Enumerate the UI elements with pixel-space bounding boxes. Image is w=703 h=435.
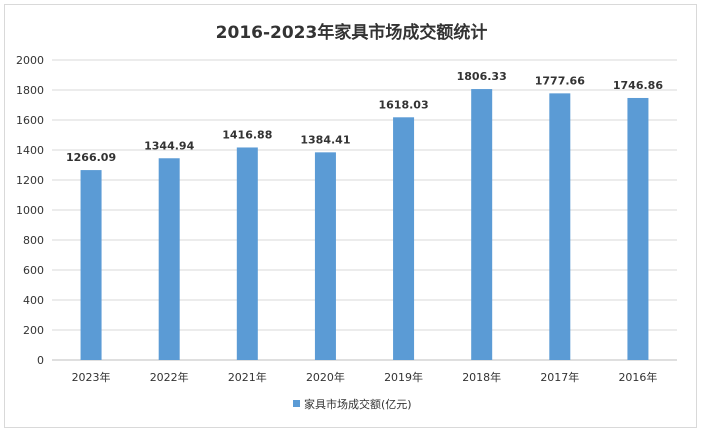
data-label: 1746.86 [613, 79, 663, 92]
y-axis-ticks: 0 200 400 600 800 1000 1200 1400 1600 1800 2000 [16, 54, 44, 367]
bars [80, 89, 649, 360]
data-label: 1618.03 [379, 98, 429, 111]
x-tick-label: 2018年 [462, 370, 501, 384]
bar [236, 147, 258, 360]
data-label: 1806.33 [457, 70, 507, 83]
x-tick-label: 2022年 [150, 370, 189, 384]
legend-entry: 家具市场成交额(亿元) [304, 397, 412, 411]
chart-title: 2016-2023年家具市场成交额统计 [215, 23, 488, 43]
y-tick-label: 1400 [16, 144, 44, 157]
x-tick-label: 2023年 [72, 370, 111, 384]
data-label: 1344.94 [144, 139, 194, 152]
y-tick-label: 600 [23, 264, 44, 277]
bar [471, 89, 493, 360]
data-label: 1266.09 [66, 151, 116, 164]
y-tick-label: 1000 [16, 204, 44, 217]
x-axis-ticks: 2023年 2022年 2021年 2020年 2019年 2018年 2017年 2016年 [72, 370, 658, 384]
x-tick-label: 2021年 [228, 370, 267, 384]
data-label: 1777.66 [535, 74, 585, 87]
y-tick-label: 800 [23, 234, 44, 247]
y-tick-label: 1800 [16, 84, 44, 97]
bar [627, 97, 649, 360]
y-tick-label: 2000 [16, 54, 44, 67]
bar [393, 117, 415, 360]
data-label: 1384.41 [300, 133, 350, 146]
bar [80, 170, 102, 360]
x-tick-label: 2017年 [540, 370, 579, 384]
legend: 家具市场成交额(亿元) [293, 397, 412, 411]
y-tick-label: 0 [37, 354, 44, 367]
y-tick-label: 200 [23, 324, 44, 337]
x-tick-label: 2020年 [306, 370, 345, 384]
bar [158, 158, 180, 360]
x-tick-label: 2016年 [618, 370, 657, 384]
bar [314, 152, 336, 360]
data-labels: 1266.09 1344.94 1416.88 1384.41 1618.03 1806.… [66, 70, 663, 164]
y-tick-label: 1600 [16, 114, 44, 127]
data-label: 1416.88 [222, 128, 272, 141]
y-tick-label: 400 [23, 294, 44, 307]
gridlines [52, 59, 677, 361]
chart-frame [4, 4, 697, 428]
bar [549, 93, 571, 360]
x-tick-label: 2019年 [384, 370, 423, 384]
y-tick-label: 1200 [16, 174, 44, 187]
legend-swatch [293, 400, 300, 407]
